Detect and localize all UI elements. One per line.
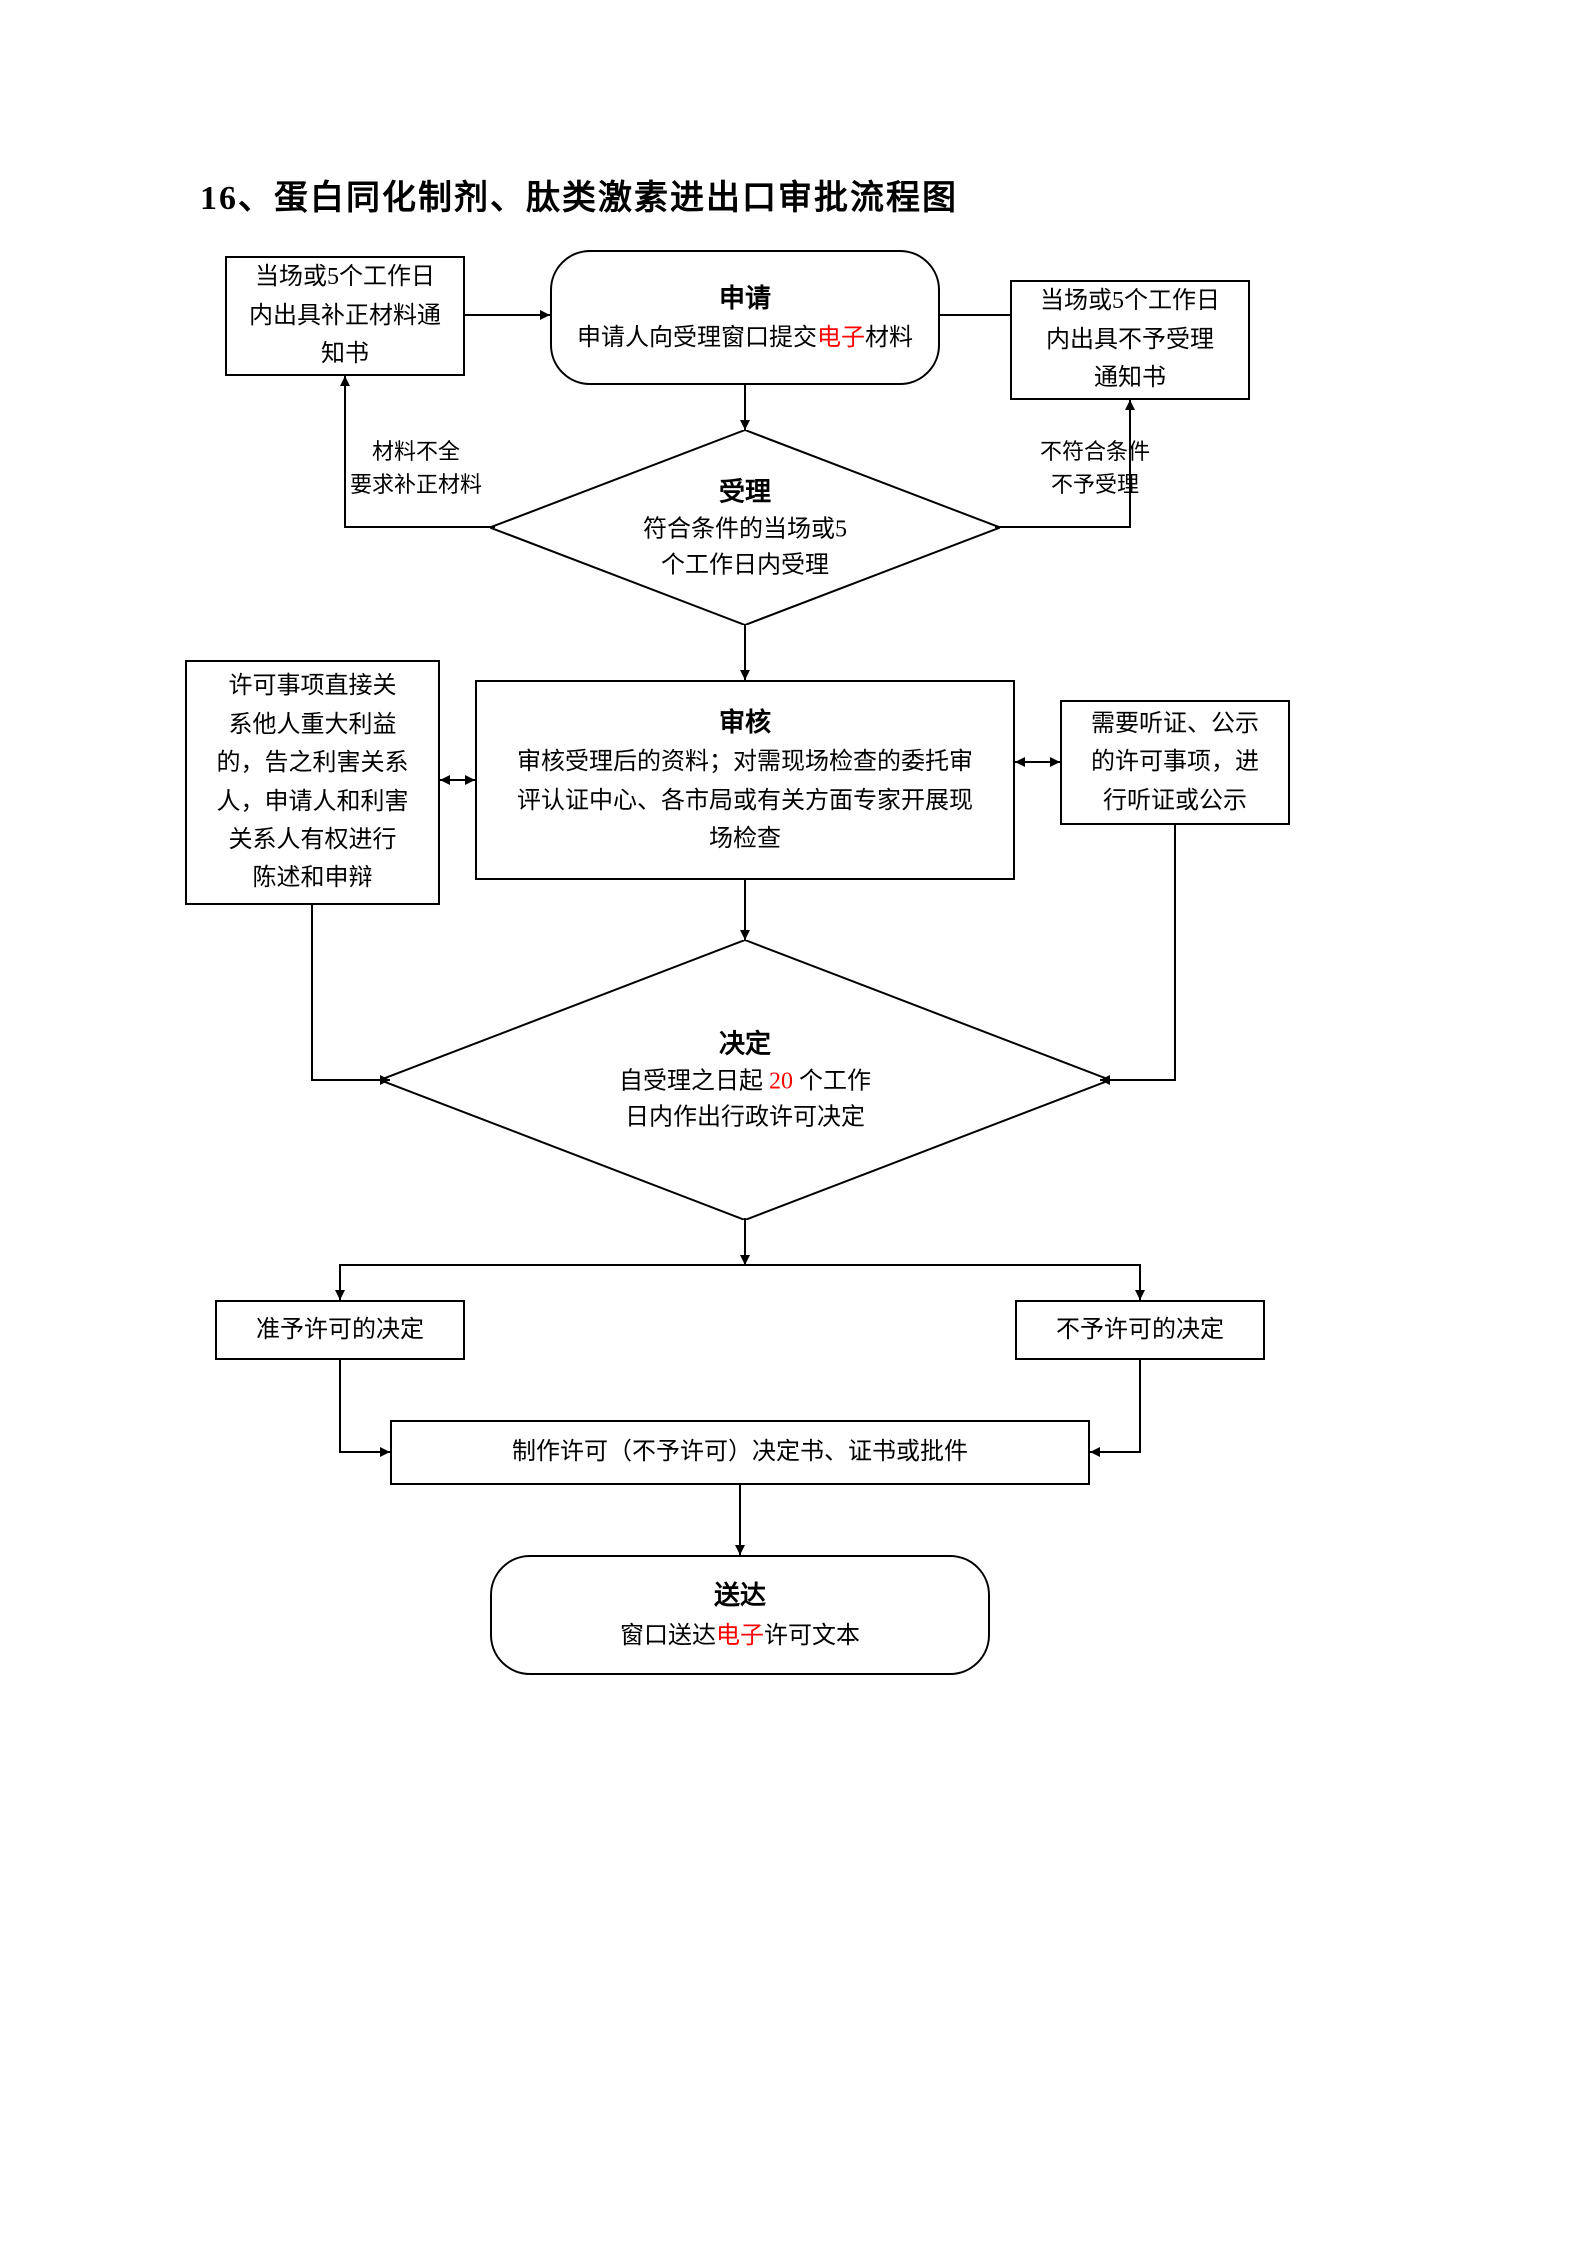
text-line: 行听证或公示 [1103, 782, 1247, 820]
text-line: 准予许可的决定 [256, 1311, 424, 1349]
text-line: 个工作日内受理 [567, 547, 924, 583]
text-line: 评认证中心、各市局或有关方面专家开展现 [517, 782, 973, 820]
node-title: 送达 [714, 1575, 766, 1617]
node-deliver: 送达 窗口送达电子许可文本 [490, 1555, 990, 1675]
text-line: 符合条件的当场或5 [567, 511, 924, 547]
node-review: 审核 审核受理后的资料；对需现场检查的委托审 评认证中心、各市局或有关方面专家开… [475, 680, 1015, 880]
node-hearing: 需要听证、公示 的许可事项，进 行听证或公示 [1060, 700, 1290, 825]
node-apply: 申请 申请人向受理窗口提交电子材料 [550, 250, 940, 385]
node-title: 申请 [719, 278, 771, 320]
edge-label-incomplete: 材料不全 要求补正材料 [350, 435, 482, 501]
text-line: 通知书 [1094, 359, 1166, 397]
node-correction-notice: 当场或5个工作日 内出具补正材料通 知书 [225, 256, 465, 376]
node-title: 审核 [719, 702, 771, 744]
text-line: 内出具补正材料通 [249, 297, 441, 335]
text-line: 申请人向受理窗口提交电子材料 [577, 319, 913, 357]
text-line: 的许可事项，进 [1091, 743, 1259, 781]
node-accept: 受理 符合条件的当场或5 个工作日内受理 [490, 430, 1000, 625]
text-line: 系他人重大利益 [229, 706, 397, 744]
text-line: 日内作出行政许可决定 [490, 1100, 1001, 1136]
text-line: 需要听证、公示 [1091, 705, 1259, 743]
text-line: 不予许可的决定 [1056, 1311, 1224, 1349]
node-decide: 决定 自受理之日起 20 个工作 日内作出行政许可决定 [380, 940, 1110, 1220]
page-title: 16、蛋白同化制剂、肽类激素进出口审批流程图 [200, 170, 958, 219]
text-line: 自受理之日起 20 个工作 [490, 1064, 1001, 1100]
node-make-doc: 制作许可（不予许可）决定书、证书或批件 [390, 1420, 1090, 1485]
text-line: 陈述和申辩 [253, 859, 373, 897]
text-line: 制作许可（不予许可）决定书、证书或批件 [512, 1433, 968, 1471]
text-line: 审核受理后的资料；对需现场检查的委托审 [517, 743, 973, 781]
text-line: 内出具不予受理 [1046, 321, 1214, 359]
text-line: 当场或5个工作日 [1040, 282, 1220, 320]
edge-label-not-qualified: 不符合条件 不予受理 [1040, 435, 1150, 501]
node-deny: 不予许可的决定 [1015, 1300, 1265, 1360]
text-line: 许可事项直接关 [229, 667, 397, 705]
node-title: 受理 [567, 472, 924, 511]
node-title: 决定 [490, 1025, 1001, 1064]
text-line: 知书 [321, 335, 369, 373]
text-line: 的，告之利害关系 [217, 744, 409, 782]
text-line: 关系人有权进行 [229, 821, 397, 859]
text-line: 当场或5个工作日 [255, 258, 435, 296]
text-line: 窗口送达电子许可文本 [620, 1617, 860, 1655]
node-left-rights: 许可事项直接关 系他人重大利益 的，告之利害关系 人，申请人和利害 关系人有权进… [185, 660, 440, 905]
node-approve: 准予许可的决定 [215, 1300, 465, 1360]
node-reject-notice: 当场或5个工作日 内出具不予受理 通知书 [1010, 280, 1250, 400]
text-line: 场检查 [709, 820, 781, 858]
text-line: 人，申请人和利害 [217, 783, 409, 821]
